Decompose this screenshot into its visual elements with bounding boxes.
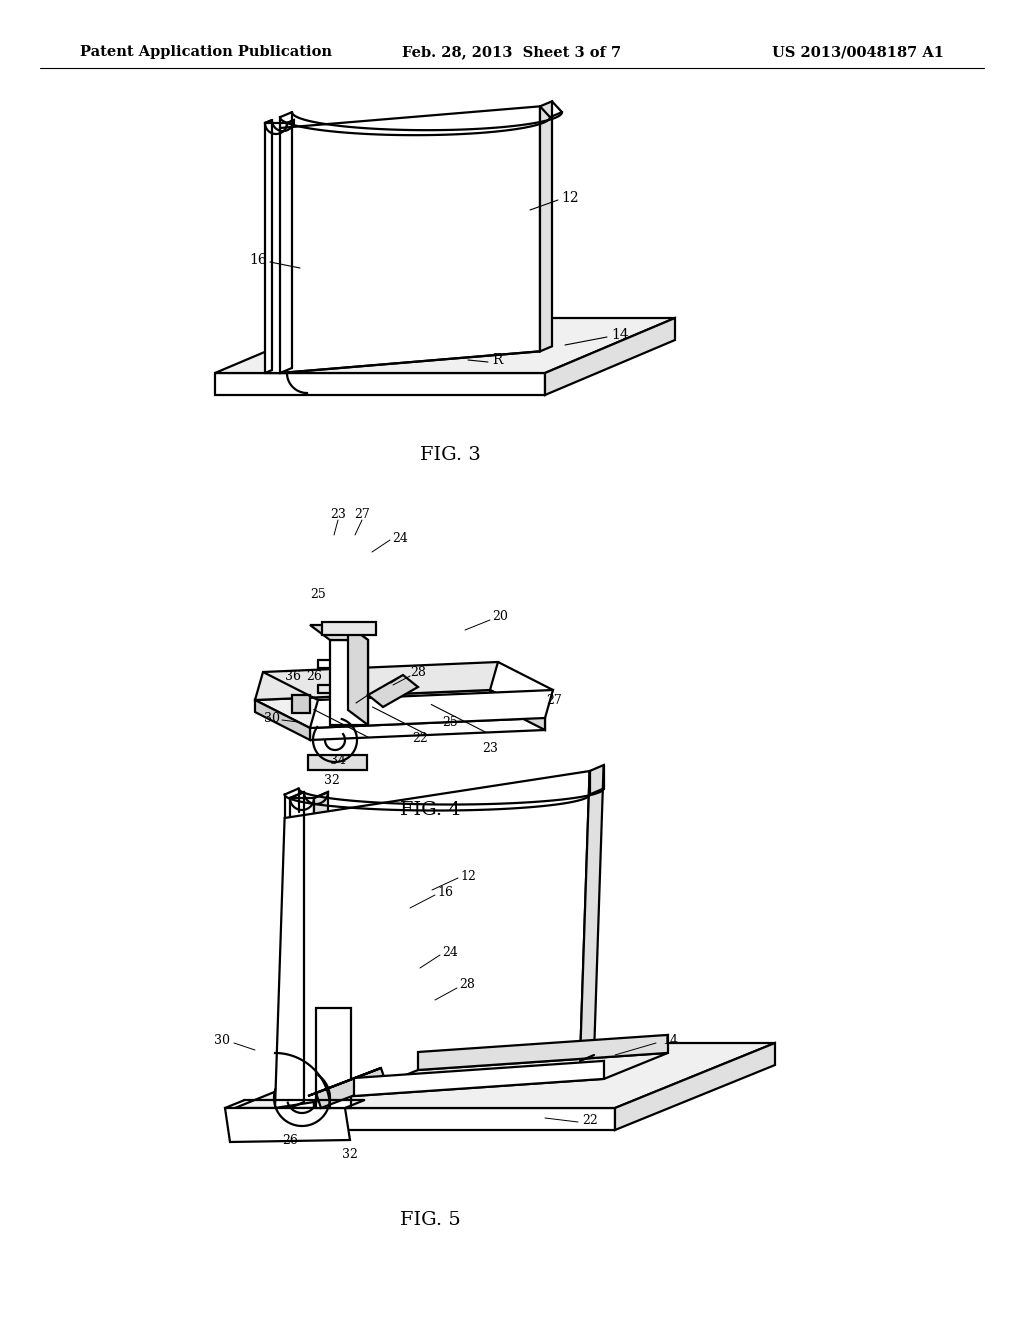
Polygon shape	[255, 690, 545, 729]
Polygon shape	[322, 622, 376, 635]
Text: 23: 23	[482, 742, 498, 755]
Polygon shape	[540, 102, 552, 351]
Text: 14: 14	[611, 327, 629, 342]
Polygon shape	[354, 1061, 604, 1096]
Polygon shape	[255, 663, 498, 700]
Text: 24: 24	[442, 945, 458, 958]
Text: FIG. 4: FIG. 4	[399, 801, 461, 818]
Text: R: R	[492, 352, 502, 367]
Text: US 2013/0048187 A1: US 2013/0048187 A1	[772, 45, 944, 59]
Polygon shape	[330, 640, 368, 725]
Text: 16: 16	[437, 887, 453, 899]
Text: 32: 32	[324, 774, 340, 787]
Text: 30: 30	[264, 711, 280, 725]
Polygon shape	[234, 1107, 615, 1130]
Polygon shape	[545, 318, 675, 395]
Polygon shape	[287, 120, 294, 374]
Polygon shape	[215, 318, 675, 374]
Text: 27: 27	[546, 693, 562, 706]
Polygon shape	[290, 799, 314, 1107]
Polygon shape	[280, 107, 540, 374]
Polygon shape	[225, 1107, 350, 1142]
Text: 22: 22	[582, 1114, 598, 1126]
Polygon shape	[580, 766, 603, 1061]
Polygon shape	[310, 624, 368, 640]
Text: 16: 16	[249, 253, 267, 267]
Text: 32: 32	[342, 1148, 358, 1162]
Polygon shape	[314, 792, 328, 1107]
Polygon shape	[215, 374, 545, 395]
Text: 24: 24	[392, 532, 408, 544]
Polygon shape	[348, 624, 368, 725]
Text: Patent Application Publication: Patent Application Publication	[80, 45, 332, 59]
Text: 22: 22	[412, 731, 428, 744]
Text: 28: 28	[459, 978, 475, 991]
Text: 25: 25	[442, 715, 458, 729]
Text: 26: 26	[306, 669, 322, 682]
Text: 25: 25	[310, 589, 326, 602]
Polygon shape	[255, 700, 310, 741]
Polygon shape	[308, 1068, 381, 1096]
Text: 12: 12	[460, 870, 476, 883]
Text: 23: 23	[330, 507, 346, 520]
Text: Feb. 28, 2013  Sheet 3 of 7: Feb. 28, 2013 Sheet 3 of 7	[402, 45, 622, 59]
Text: FIG. 5: FIG. 5	[399, 1210, 461, 1229]
Text: 28: 28	[410, 667, 426, 680]
Polygon shape	[292, 696, 310, 713]
Text: 12: 12	[561, 191, 579, 205]
Polygon shape	[316, 1008, 351, 1107]
Polygon shape	[615, 1043, 775, 1130]
Polygon shape	[308, 755, 367, 770]
Text: FIG. 3: FIG. 3	[420, 446, 480, 465]
Polygon shape	[490, 690, 545, 730]
Text: 30: 30	[214, 1034, 230, 1047]
Polygon shape	[310, 690, 553, 729]
Polygon shape	[310, 718, 545, 741]
Text: 27: 27	[354, 507, 370, 520]
Text: 34: 34	[330, 754, 346, 767]
Polygon shape	[418, 1035, 668, 1071]
Polygon shape	[316, 1068, 386, 1107]
Text: 26: 26	[282, 1134, 298, 1147]
Text: 20: 20	[493, 610, 508, 623]
Text: 36: 36	[285, 669, 301, 682]
Polygon shape	[275, 771, 590, 1107]
Polygon shape	[234, 1043, 775, 1107]
Text: 14: 14	[662, 1034, 678, 1047]
Polygon shape	[368, 675, 418, 708]
Polygon shape	[354, 1053, 668, 1096]
Polygon shape	[265, 123, 287, 374]
